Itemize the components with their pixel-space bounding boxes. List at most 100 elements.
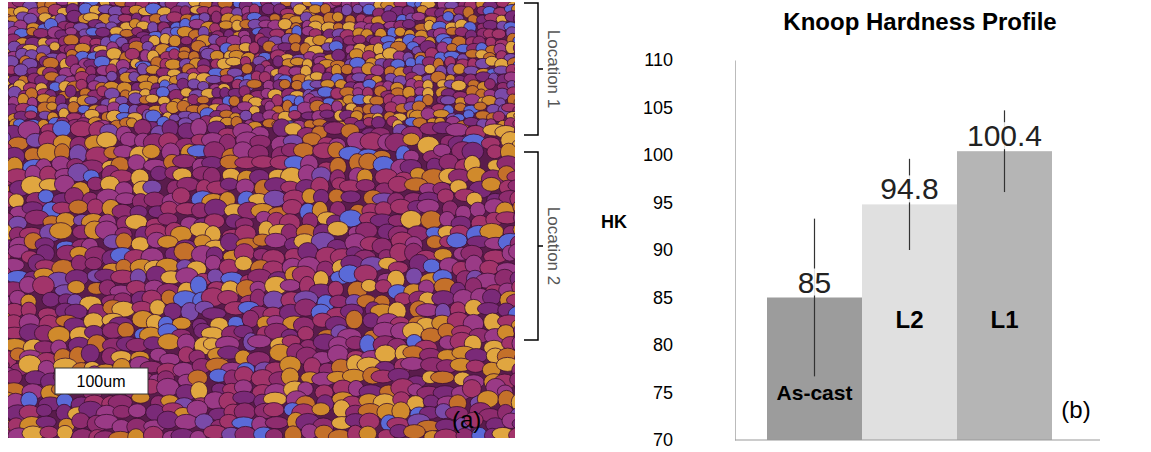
y-tick-label: 105 bbox=[643, 98, 673, 118]
grain bbox=[361, 279, 377, 292]
grain bbox=[128, 404, 146, 418]
grain bbox=[36, 404, 52, 416]
grain bbox=[402, 20, 415, 29]
grain bbox=[328, 281, 343, 297]
grain bbox=[447, 233, 468, 248]
grain bbox=[81, 344, 99, 362]
grain bbox=[263, 403, 284, 417]
y-axis-line bbox=[735, 61, 736, 441]
grain bbox=[423, 395, 439, 408]
grain bbox=[282, 199, 302, 214]
grain bbox=[220, 75, 233, 83]
grain bbox=[284, 426, 301, 438]
grain bbox=[451, 80, 466, 91]
grain bbox=[265, 429, 282, 438]
grain bbox=[116, 233, 133, 250]
y-tick: 90 bbox=[653, 240, 735, 260]
grain bbox=[47, 102, 58, 110]
region-label: Location 2 bbox=[544, 207, 563, 285]
grain bbox=[371, 116, 385, 128]
grain bbox=[25, 111, 37, 119]
category-label: L1 bbox=[990, 306, 1018, 333]
y-tick-label: 70 bbox=[653, 430, 673, 450]
grain bbox=[42, 292, 60, 307]
grain bbox=[106, 71, 117, 81]
grain bbox=[513, 42, 515, 55]
grain bbox=[312, 403, 330, 416]
grain bbox=[150, 300, 166, 316]
grain bbox=[353, 35, 366, 44]
y-tick-label: 110 bbox=[644, 50, 673, 70]
grain bbox=[87, 199, 104, 216]
grain bbox=[33, 29, 48, 38]
grain bbox=[515, 379, 516, 395]
grain bbox=[248, 335, 272, 348]
y-axis-title: HK bbox=[601, 212, 627, 232]
grain bbox=[341, 191, 361, 203]
grain bbox=[69, 200, 88, 214]
grain bbox=[341, 64, 353, 74]
grain bbox=[406, 268, 423, 285]
grain bbox=[346, 310, 363, 329]
grain bbox=[265, 417, 288, 429]
y-tick-label: 100 bbox=[643, 145, 673, 165]
y-tick: 75 bbox=[653, 383, 735, 403]
grain bbox=[118, 322, 135, 337]
grain bbox=[513, 323, 515, 337]
grain bbox=[359, 426, 377, 438]
grain bbox=[49, 223, 72, 239]
grain bbox=[128, 155, 146, 171]
micrograph bbox=[8, 2, 515, 438]
grain bbox=[470, 202, 486, 217]
grain bbox=[68, 102, 80, 114]
grain bbox=[320, 110, 334, 118]
grain bbox=[332, 49, 346, 61]
grain bbox=[158, 236, 179, 249]
data-label: 94.8 bbox=[880, 172, 938, 205]
grain bbox=[97, 132, 118, 148]
grain bbox=[219, 21, 233, 29]
grain bbox=[175, 414, 198, 429]
y-tick-label: 75 bbox=[653, 383, 673, 403]
figure: 100um(a)Location 1Location 2Knoop Hardne… bbox=[0, 0, 1151, 452]
panel-label: (a) bbox=[452, 406, 481, 433]
grain bbox=[68, 281, 85, 294]
bracket bbox=[524, 3, 543, 135]
y-tick: 105 bbox=[643, 98, 735, 118]
grain bbox=[128, 429, 145, 438]
baseline bbox=[735, 440, 1100, 441]
grain bbox=[403, 425, 425, 438]
grain bbox=[474, 102, 487, 110]
bracket bbox=[524, 152, 543, 340]
y-tick: 100 bbox=[643, 145, 735, 165]
grain bbox=[142, 144, 160, 158]
grain bbox=[280, 280, 300, 292]
grain bbox=[431, 371, 455, 383]
grain bbox=[515, 156, 516, 172]
data-label: 85 bbox=[798, 266, 831, 299]
grain bbox=[205, 255, 221, 270]
grain bbox=[352, 4, 362, 13]
grain bbox=[510, 372, 515, 387]
category-label: As-cast bbox=[777, 381, 853, 404]
panel-label: (b) bbox=[1061, 396, 1090, 423]
grain bbox=[508, 180, 515, 192]
bars bbox=[767, 110, 1052, 440]
grain bbox=[226, 57, 242, 66]
grain bbox=[482, 177, 501, 191]
grain bbox=[197, 96, 209, 104]
grain bbox=[143, 426, 163, 438]
y-tick: 80 bbox=[653, 335, 735, 355]
grain bbox=[57, 425, 73, 438]
grain bbox=[72, 413, 90, 429]
grain bbox=[167, 12, 183, 23]
y-tick-label: 95 bbox=[653, 193, 673, 213]
grain bbox=[509, 427, 515, 438]
grain bbox=[65, 85, 76, 97]
y-tick-label: 80 bbox=[653, 335, 673, 355]
grain bbox=[273, 56, 284, 67]
grain bbox=[14, 64, 28, 76]
grain bbox=[241, 64, 252, 74]
grain bbox=[206, 75, 222, 83]
grain bbox=[169, 35, 181, 47]
